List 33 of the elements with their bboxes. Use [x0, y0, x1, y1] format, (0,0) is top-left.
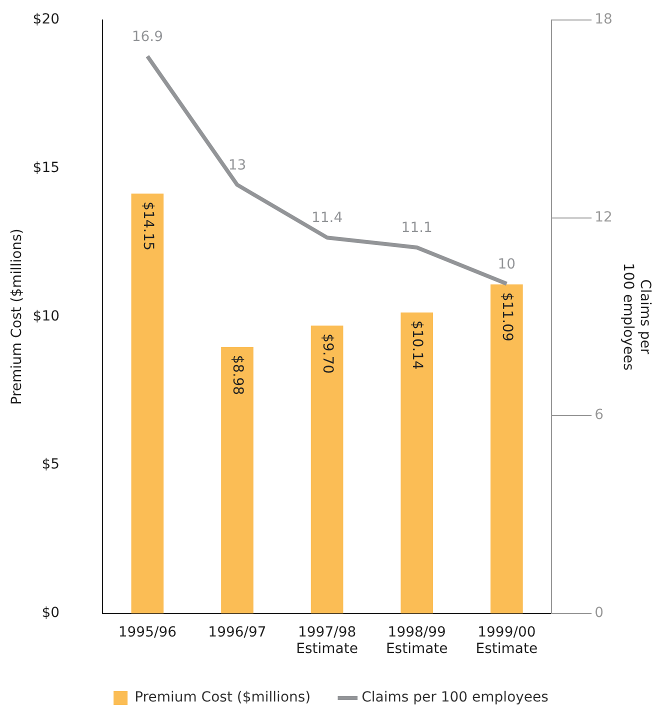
bar — [490, 284, 523, 614]
data-label: $9.70 — [319, 334, 336, 374]
bar — [131, 194, 164, 614]
data-label: 11.4 — [311, 210, 343, 226]
data-label: 11.1 — [401, 220, 432, 236]
y-tick-label: $5 — [42, 456, 60, 473]
legend-label: Premium Cost ($millions) — [134, 690, 311, 706]
y2-axis-title: Claims per 100 employees — [620, 262, 653, 370]
y-tick-label: $15 — [32, 160, 60, 176]
y2-tick-label: 18 — [594, 12, 612, 28]
data-label: $11.09 — [499, 292, 516, 342]
legend-label: Claims per 100 employees — [362, 690, 548, 706]
bar — [310, 326, 344, 614]
y-tick-label: $20 — [32, 12, 60, 28]
y-tick-label: $0 — [42, 605, 60, 622]
y2-tick-label: 12 — [594, 209, 612, 226]
x-tick-label: 1995/96 — [118, 624, 177, 640]
data-label: $14.15 — [140, 202, 156, 251]
data-label: 13 — [228, 157, 246, 174]
bar — [400, 312, 434, 614]
y-tick-label: $10 — [32, 308, 60, 324]
data-label: $8.98 — [230, 354, 246, 396]
x-tick-label: 1996/97 — [208, 624, 266, 640]
data-label: 16.9 — [132, 28, 164, 45]
bar — [221, 346, 254, 614]
x-tick-label: 1999/00 Estimate — [476, 624, 538, 658]
y-axis-title: Premium Cost ($millions) — [9, 228, 26, 405]
x-tick-label: 1997/98 Estimate — [296, 624, 358, 658]
data-label: $10.14 — [409, 320, 426, 370]
y2-tick-label: 0 — [594, 605, 604, 622]
x-tick-label: 1998/99 Estimate — [386, 624, 448, 658]
data-label: 10 — [498, 256, 516, 272]
y2-tick-label: 6 — [594, 407, 604, 424]
